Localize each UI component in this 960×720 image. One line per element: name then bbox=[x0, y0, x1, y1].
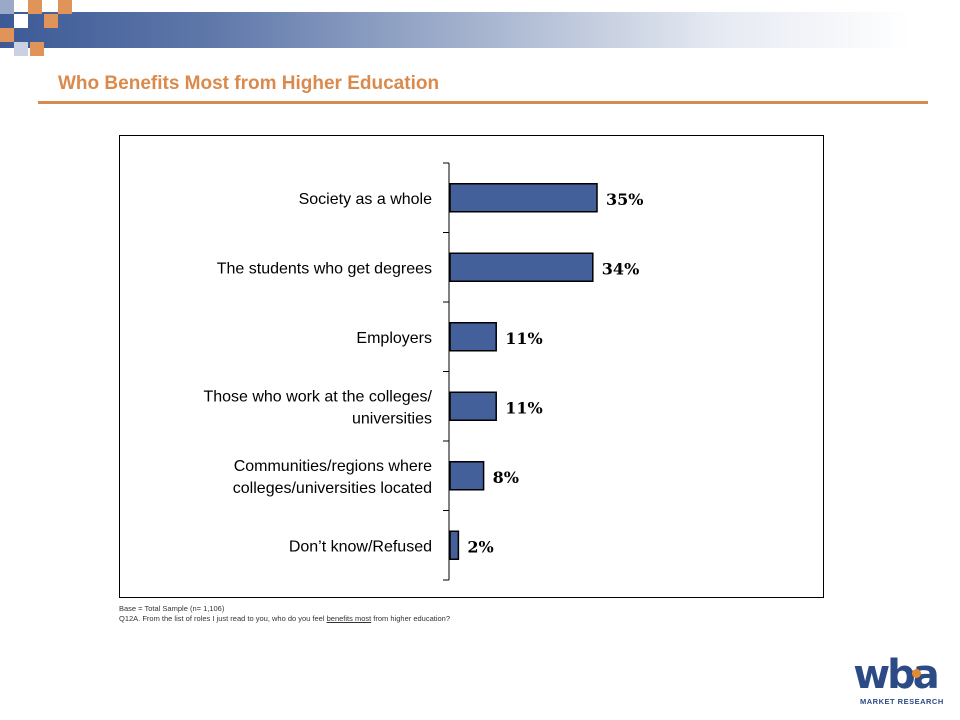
category-label: Those who work at the colleges/ bbox=[203, 388, 432, 405]
bar-value-label: 34% bbox=[602, 259, 639, 278]
bar bbox=[449, 461, 485, 491]
logo-wordmark: wba bbox=[853, 652, 940, 698]
decor-square-8 bbox=[14, 42, 28, 56]
bar bbox=[449, 322, 497, 352]
wba-logo: wba MARKET RESEARCH bbox=[846, 655, 946, 711]
decor-square-1 bbox=[0, 0, 14, 14]
bar-value-label: 2% bbox=[467, 537, 493, 556]
bar bbox=[449, 183, 598, 213]
footnote-question: Q12A. From the list of roles I just read… bbox=[119, 614, 450, 623]
logo-dot bbox=[912, 669, 921, 678]
bar bbox=[449, 391, 497, 421]
footnote-question-emphasis: benefits most bbox=[326, 614, 372, 623]
header-banner bbox=[0, 12, 960, 48]
decor-square-5 bbox=[44, 14, 58, 28]
title-rule bbox=[38, 101, 928, 104]
footnote-question-prefix: Q12A. From the list of roles I just read… bbox=[119, 614, 327, 623]
decor-square-3 bbox=[58, 0, 72, 14]
category-label: colleges/universities located bbox=[233, 480, 432, 497]
category-label: Society as a whole bbox=[299, 191, 433, 208]
bar bbox=[449, 252, 594, 282]
bar-value-label: 8% bbox=[493, 468, 519, 487]
bar-value-label: 35% bbox=[606, 190, 643, 209]
bar-value-label: 11% bbox=[505, 398, 542, 417]
page-title: Who Benefits Most from Higher Education bbox=[58, 73, 440, 94]
category-label: The students who get degrees bbox=[217, 260, 432, 277]
footnote-base: Base = Total Sample (n= 1,106) bbox=[119, 604, 225, 613]
category-label: Employers bbox=[356, 330, 432, 347]
decor-square-7 bbox=[30, 42, 44, 56]
bar-value-label: 11% bbox=[505, 329, 542, 348]
category-label: Communities/regions where bbox=[234, 458, 432, 475]
decor-square-2 bbox=[28, 0, 42, 14]
bar-chart: 35% Society as a whole 34% The students who… bbox=[203, 162, 643, 581]
decor-square-4 bbox=[14, 14, 28, 28]
footnote-question-suffix: from higher education? bbox=[371, 614, 451, 623]
decor-square-6 bbox=[0, 28, 14, 42]
category-label: universities bbox=[352, 410, 432, 427]
logo-tagline: MARKET RESEARCH bbox=[860, 697, 944, 706]
chart-frame: 35% Society as a whole 34% The students who… bbox=[119, 135, 824, 598]
bar bbox=[449, 530, 460, 560]
category-label: Don’t know/Refused bbox=[289, 538, 432, 555]
